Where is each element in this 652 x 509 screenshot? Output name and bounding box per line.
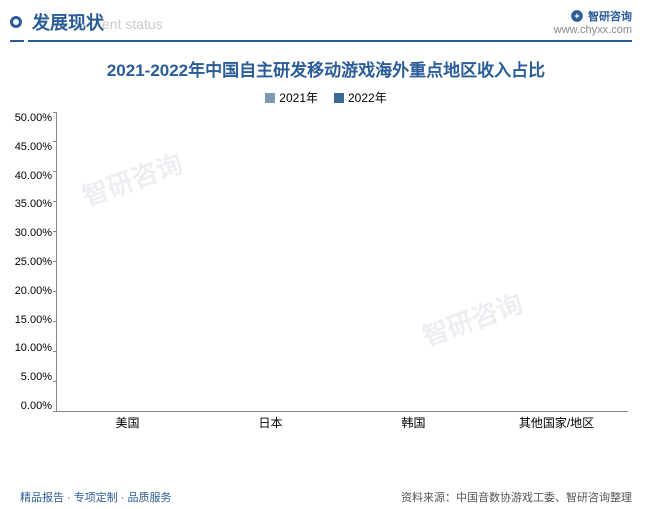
legend-swatch-icon xyxy=(265,93,275,103)
y-tick-label: 25.00% xyxy=(6,256,52,268)
plot-area xyxy=(56,112,628,412)
page-title-en: ent status xyxy=(102,16,163,32)
y-tick-label: 5.00% xyxy=(6,371,52,383)
brand-logo-icon xyxy=(570,9,584,23)
y-tick-label: 30.00% xyxy=(6,227,52,239)
x-tick-label: 美国 xyxy=(70,414,184,431)
chart-title: 2021-2022年中国自主研发移动游戏海外重点地区收入占比 xyxy=(0,56,652,81)
y-tick-label: 40.00% xyxy=(6,170,52,182)
legend-swatch-icon xyxy=(334,93,344,103)
legend-label: 2022年 xyxy=(348,89,387,106)
x-tick-label: 日本 xyxy=(213,414,327,431)
y-tick-label: 35.00% xyxy=(6,198,52,210)
brand-block: 智研咨询 www.chyxx.com xyxy=(554,8,632,36)
legend-item-2021: 2021年 xyxy=(265,89,318,106)
y-tick-label: 15.00% xyxy=(6,314,52,326)
y-axis: 50.00% 45.00% 40.00% 35.00% 30.00% 25.00% 20.0… xyxy=(6,112,52,412)
chart-area: 50.00%45.00%40.00%35.00%30.00%25.00%20.0… xyxy=(56,112,628,432)
y-tick-label: 45.00% xyxy=(6,141,52,153)
chart-legend: 2021年 2022年 xyxy=(0,89,652,106)
y-tick-label: 0.00% xyxy=(6,400,52,412)
legend-label: 2021年 xyxy=(279,89,318,106)
header: 发展现状 ent status 智研咨询 www.chyxx.com xyxy=(0,0,652,40)
y-tick-label: 10.00% xyxy=(6,342,52,354)
brand-url: www.chyxx.com xyxy=(554,24,632,36)
bars-container xyxy=(57,112,628,411)
title-marker-icon xyxy=(10,16,22,28)
x-tick-label: 韩国 xyxy=(356,414,470,431)
footer-left: 精品报告 · 专项定制 · 品质服务 xyxy=(20,489,172,505)
page-title-cn: 发展现状 xyxy=(32,9,104,35)
x-axis-labels: 美国 日本 韩国 其他国家/地区 xyxy=(56,412,628,432)
y-tick-label: 50.00% xyxy=(6,112,52,124)
legend-item-2022: 2022年 xyxy=(334,89,387,106)
y-tick-label: 20.00% xyxy=(6,285,52,297)
footer: 精品报告 · 专项定制 · 品质服务 资料来源：中国音数协游戏工委、智研咨询整理 xyxy=(0,489,652,505)
brand-name: 智研咨询 xyxy=(588,8,632,24)
footer-right: 资料来源：中国音数协游戏工委、智研咨询整理 xyxy=(401,489,632,505)
header-divider xyxy=(0,40,652,42)
x-tick-label: 其他国家/地区 xyxy=(499,414,613,431)
title-block: 发展现状 ent status xyxy=(10,9,163,35)
